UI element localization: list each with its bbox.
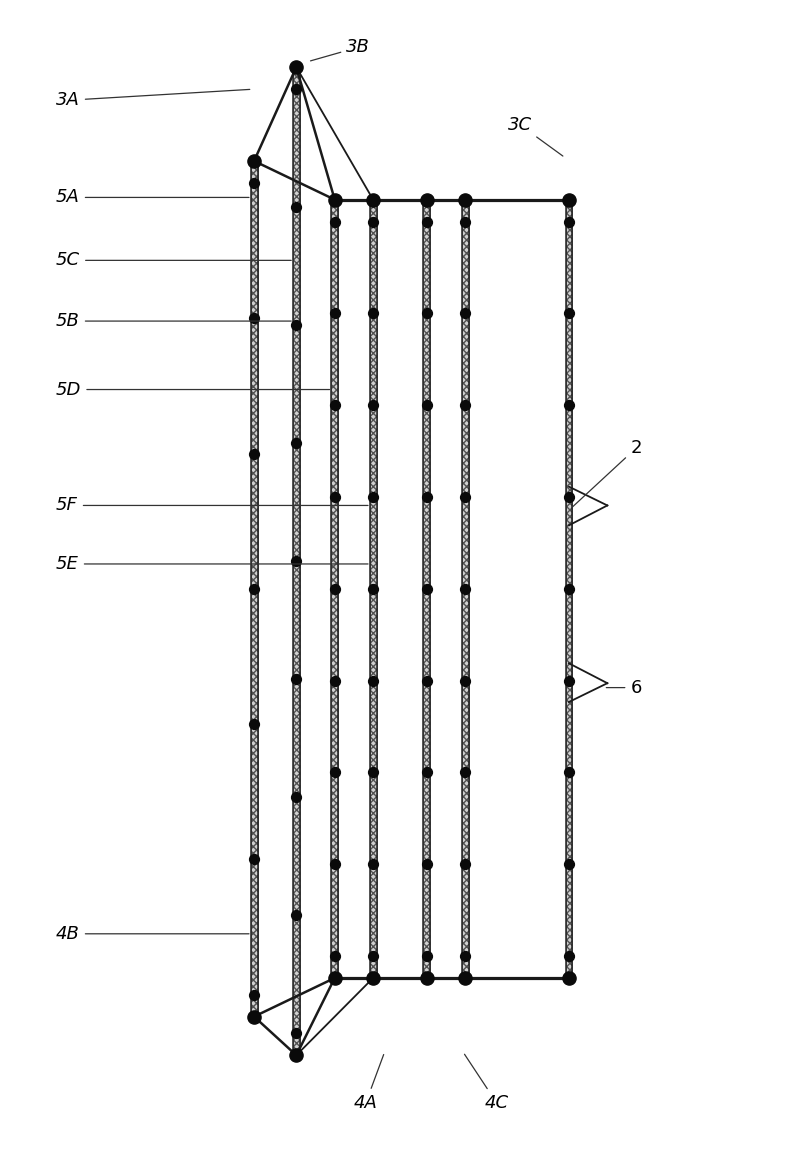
Point — [290, 198, 302, 216]
Point — [248, 986, 261, 1004]
Point — [459, 946, 472, 965]
Point — [290, 1024, 302, 1042]
Point — [290, 81, 302, 99]
Point — [459, 396, 472, 414]
Text: 5F: 5F — [56, 497, 368, 514]
Point — [421, 191, 434, 209]
Polygon shape — [462, 200, 469, 978]
Point — [290, 316, 302, 335]
Point — [328, 854, 341, 873]
Point — [421, 305, 434, 323]
Text: 5A: 5A — [56, 189, 249, 207]
Point — [328, 968, 341, 987]
Point — [562, 968, 575, 987]
Polygon shape — [293, 67, 300, 1056]
Point — [366, 213, 379, 231]
Text: 5C: 5C — [56, 252, 291, 269]
Point — [328, 946, 341, 965]
Point — [459, 213, 472, 231]
Point — [562, 396, 575, 414]
Point — [248, 715, 261, 734]
Point — [562, 488, 575, 506]
Point — [562, 305, 575, 323]
Point — [328, 191, 341, 209]
Point — [328, 396, 341, 414]
Point — [459, 580, 472, 598]
Point — [562, 213, 575, 231]
Point — [366, 396, 379, 414]
Point — [459, 191, 472, 209]
Point — [459, 764, 472, 782]
Point — [290, 434, 302, 452]
Point — [459, 488, 472, 506]
Point — [366, 854, 379, 873]
Point — [459, 672, 472, 690]
Text: 5E: 5E — [56, 555, 368, 573]
Text: 2: 2 — [573, 439, 642, 507]
Point — [459, 968, 472, 987]
Point — [366, 968, 379, 987]
Point — [562, 672, 575, 690]
Point — [328, 213, 341, 231]
Point — [328, 672, 341, 690]
Point — [366, 191, 379, 209]
Point — [366, 764, 379, 782]
Point — [366, 672, 379, 690]
Point — [366, 946, 379, 965]
Point — [459, 854, 472, 873]
Point — [366, 305, 379, 323]
Point — [421, 580, 434, 598]
Point — [562, 580, 575, 598]
Point — [290, 670, 302, 689]
Point — [328, 488, 341, 506]
Point — [290, 788, 302, 806]
Text: 5D: 5D — [56, 381, 330, 399]
Polygon shape — [370, 200, 377, 978]
Point — [248, 152, 261, 170]
Text: 6: 6 — [606, 678, 642, 697]
Text: 3B: 3B — [310, 38, 370, 61]
Point — [421, 946, 434, 965]
Point — [562, 764, 575, 782]
Point — [366, 488, 379, 506]
Point — [562, 854, 575, 873]
Text: 4B: 4B — [56, 925, 249, 943]
Point — [421, 672, 434, 690]
Point — [290, 552, 302, 570]
Point — [421, 764, 434, 782]
Point — [562, 946, 575, 965]
Point — [459, 305, 472, 323]
Text: 5B: 5B — [56, 312, 291, 330]
Polygon shape — [250, 161, 258, 1017]
Point — [248, 1007, 261, 1026]
Point — [290, 906, 302, 925]
Text: 3C: 3C — [507, 115, 563, 156]
Text: 4A: 4A — [354, 1055, 384, 1112]
Point — [421, 488, 434, 506]
Point — [421, 854, 434, 873]
Text: 4C: 4C — [465, 1055, 509, 1112]
Point — [248, 580, 261, 598]
Point — [366, 580, 379, 598]
Text: 3A: 3A — [56, 90, 250, 109]
Point — [248, 309, 261, 328]
Point — [421, 968, 434, 987]
Point — [562, 191, 575, 209]
Point — [328, 764, 341, 782]
Point — [290, 58, 302, 76]
Point — [421, 213, 434, 231]
Point — [248, 850, 261, 868]
Point — [290, 1046, 302, 1065]
Point — [421, 396, 434, 414]
Polygon shape — [566, 200, 573, 978]
Polygon shape — [331, 200, 338, 978]
Point — [248, 444, 261, 462]
Point — [328, 580, 341, 598]
Point — [248, 174, 261, 192]
Polygon shape — [423, 200, 430, 978]
Point — [328, 305, 341, 323]
